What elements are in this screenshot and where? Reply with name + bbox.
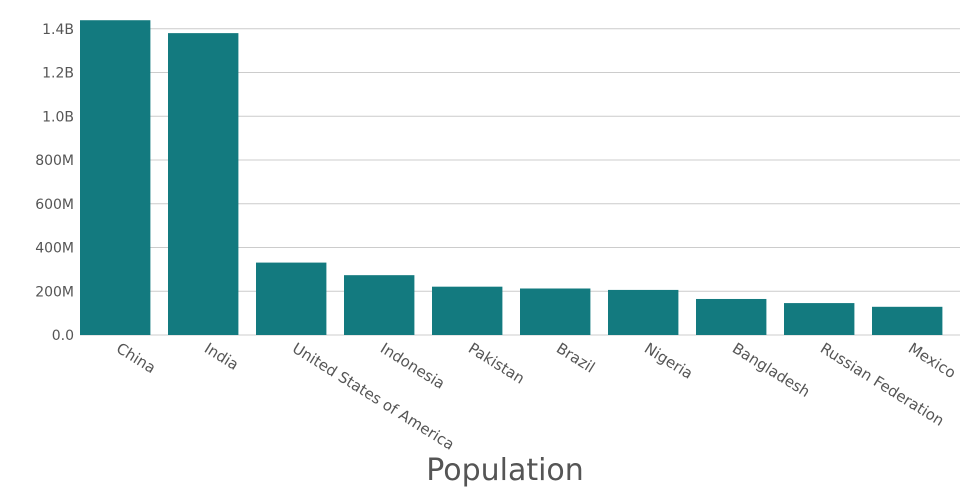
bar xyxy=(344,275,415,335)
bar xyxy=(608,289,679,335)
bar xyxy=(256,262,327,335)
bar xyxy=(80,20,151,335)
y-tick-label: 0.0 xyxy=(52,328,74,344)
y-tick-label: 1.2B xyxy=(42,66,74,82)
x-category-label: India xyxy=(201,339,242,374)
y-tick-label: 1.4B xyxy=(42,22,74,38)
bar xyxy=(696,298,767,335)
y-axis-ticks: 0.0 200M 400M 600M 800M 1.0B 1.2B 1.4B xyxy=(35,22,74,344)
x-category-label: United States of America xyxy=(289,339,458,454)
bar xyxy=(432,286,503,335)
bar xyxy=(168,33,239,335)
x-category-label: Indonesia xyxy=(377,339,448,393)
x-category-label: Brazil xyxy=(553,339,598,376)
bar-layer xyxy=(80,20,943,335)
y-tick-label: 800M xyxy=(35,153,74,169)
y-tick-label: 200M xyxy=(35,284,74,300)
x-category-label: Mexico xyxy=(905,339,959,382)
bar xyxy=(784,303,855,335)
x-category-label: China xyxy=(113,339,159,377)
x-axis-categories: China India United States of AmericaIndone… xyxy=(113,339,959,454)
x-category-label: Pakistan xyxy=(465,339,528,388)
x-category-label: Nigeria xyxy=(641,339,696,383)
x-axis-title: Population xyxy=(426,453,584,488)
y-tick-label: 400M xyxy=(35,241,74,257)
y-tick-label: 600M xyxy=(35,197,74,213)
bar xyxy=(872,306,943,335)
y-tick-label: 1.0B xyxy=(42,109,74,125)
bar xyxy=(520,288,591,335)
x-category-label: Bangladesh xyxy=(729,339,813,401)
